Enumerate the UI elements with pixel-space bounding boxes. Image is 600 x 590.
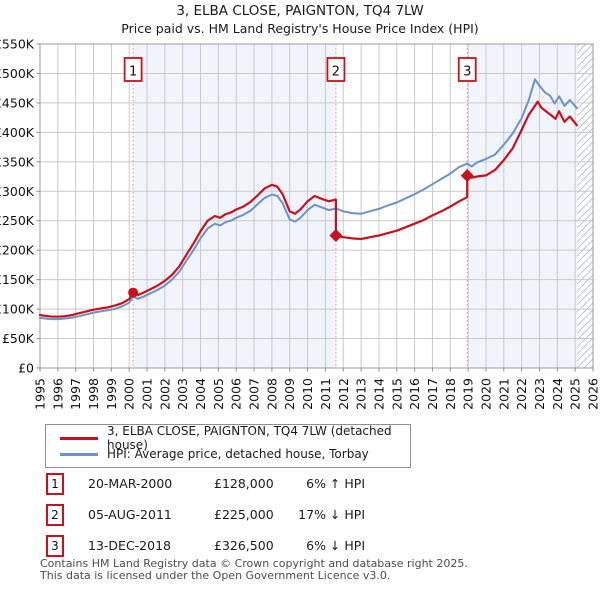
page-title: 3, ELBA CLOSE, PAIGNTON, TQ4 7LW <box>176 3 424 19</box>
sale-number-badge: 3 <box>46 535 64 557</box>
sale-number-box <box>326 57 346 82</box>
x-tick-label: 2023 <box>532 378 547 410</box>
x-tick-label: 2014 <box>371 378 386 410</box>
y-tick-label: £0 <box>18 361 34 376</box>
x-tick-label: 1998 <box>86 378 101 410</box>
x-tick-label: 2015 <box>389 378 404 410</box>
hpi-ownership-band <box>133 44 336 368</box>
table-row-sale-3: 3 13-DEC-2018 £326,500 6% ↓ HPI <box>0 535 600 557</box>
plot-border <box>39 43 594 369</box>
hpi-series-line <box>39 78 578 321</box>
sale-number-box <box>457 57 477 82</box>
sale-point-marker <box>128 287 139 298</box>
legend-label-hpi: HPI: Average price, detached house, Torb… <box>107 447 369 461</box>
property-series-line <box>38 100 579 318</box>
sale-price: £225,000 <box>214 507 274 522</box>
x-tick-label: 1996 <box>50 378 65 410</box>
legend-blue-line-swatch <box>60 452 98 456</box>
y-tick-label: £150K <box>0 272 35 287</box>
y-tick-label: £200K <box>0 243 35 258</box>
sale-number-box-label: 2 <box>332 65 340 80</box>
x-tick-label: 2012 <box>336 378 351 410</box>
future-hatch-region <box>576 44 593 368</box>
price-history-chart: 1 2 3 £0 £50K £100K £150K £200K £250K £300K £350K £… <box>0 37 600 410</box>
x-tick-label: 2007 <box>247 378 262 410</box>
x-tick-label: 2005 <box>211 378 226 410</box>
y-tick-label: £500K <box>0 66 35 81</box>
y-tick-label: £350K <box>0 154 35 169</box>
x-tick-label: 2004 <box>193 378 208 410</box>
sale-vs-hpi: 6% ↓ HPI <box>306 538 365 553</box>
x-tick-label: 2013 <box>354 378 369 410</box>
sale-number-box <box>123 57 143 82</box>
y-tick-label: £250K <box>0 213 35 228</box>
x-tick-label: 2011 <box>318 378 333 410</box>
x-tick-label: 2003 <box>175 378 190 410</box>
sale-price: £326,500 <box>214 538 274 553</box>
sale-vs-hpi: 6% ↑ HPI <box>306 476 365 491</box>
sale-number-box-label: 3 <box>463 65 471 80</box>
x-tick-label: 2017 <box>425 378 440 410</box>
x-tick-label: 2026 <box>586 378 600 410</box>
legend-item-hpi: HPI: Average price, detached house, Torb… <box>46 446 410 462</box>
x-tick-label: 2024 <box>550 378 565 410</box>
x-tick-label: 2022 <box>514 378 529 410</box>
x-tick-label: 2016 <box>407 378 422 410</box>
x-tick-label: 1997 <box>68 378 83 410</box>
legend: 3, ELBA CLOSE, PAIGNTON, TQ4 7LW (detach… <box>45 424 411 468</box>
y-tick-label: £300K <box>0 184 35 199</box>
page-subtitle: Price paid vs. HM Land Registry's House … <box>121 21 479 36</box>
y-tick-label: £450K <box>0 95 35 110</box>
sale-date: 05-AUG-2011 <box>88 507 172 522</box>
license-line-2: This data is licensed under the Open Gov… <box>40 568 391 582</box>
x-tick-label: 2019 <box>461 378 476 410</box>
x-tick-label: 2001 <box>140 378 155 410</box>
sale-number-box-label: 1 <box>129 65 137 80</box>
y-tick-label: £50K <box>2 331 35 346</box>
x-tick-label: 1999 <box>104 378 119 410</box>
y-tick-label: £550K <box>0 37 35 52</box>
x-tick-label: 2006 <box>229 378 244 410</box>
x-tick-label: 2000 <box>122 378 137 410</box>
x-tick-label: 2025 <box>568 378 583 410</box>
x-tick-label: 2002 <box>157 378 172 410</box>
x-tick-label: 1995 <box>33 378 48 410</box>
x-tick-label: 2020 <box>478 378 493 410</box>
y-tick-label: £100K <box>0 302 35 317</box>
sale-number-badge: 2 <box>46 504 64 526</box>
legend-red-line-swatch <box>60 436 98 440</box>
sale-number-badge: 1 <box>46 473 64 495</box>
table-row-sale-1: 1 20-MAR-2000 £128,000 6% ↑ HPI <box>0 473 600 495</box>
x-tick-label: 2009 <box>282 378 297 410</box>
sale-date: 20-MAR-2000 <box>88 476 173 491</box>
table-row-sale-2: 2 05-AUG-2011 £225,000 17% ↓ HPI <box>0 504 600 526</box>
x-tick-label: 2008 <box>264 378 279 410</box>
x-tick-label: 2010 <box>300 378 315 410</box>
sale-vs-hpi: 17% ↓ HPI <box>298 507 365 522</box>
legend-item-property: 3, ELBA CLOSE, PAIGNTON, TQ4 7LW (detach… <box>46 424 410 452</box>
sale-point-marker <box>460 169 474 183</box>
x-tick-label: 2018 <box>443 378 458 410</box>
x-tick-label: 2021 <box>496 378 511 410</box>
sale-price: £128,000 <box>214 476 274 491</box>
sale-point-marker <box>329 228 343 242</box>
legend-label-property: 3, ELBA CLOSE, PAIGNTON, TQ4 7LW (detach… <box>107 424 392 452</box>
license-line-1: Contains HM Land Registry data © Crown c… <box>40 557 468 570</box>
y-tick-label: £400K <box>0 125 35 140</box>
license-note: Contains HM Land Registry data © Crown c… <box>40 558 468 581</box>
sale-date: 13-DEC-2018 <box>88 538 171 553</box>
